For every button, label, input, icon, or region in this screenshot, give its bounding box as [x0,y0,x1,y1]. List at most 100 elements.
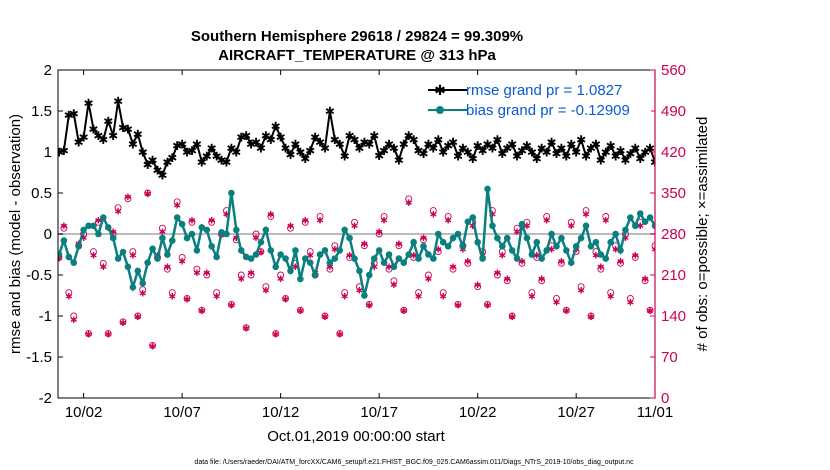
obs-possible-point [626,294,634,302]
obs-assimilated-point: ✱ [646,307,654,317]
obs-assimilated-point: ✱ [65,293,73,303]
y-tick-label-right: 0 [661,390,669,407]
bias-point [434,230,442,238]
bias-point [109,234,117,242]
bias-point [425,251,432,258]
rmse-point: ✱ [428,141,438,155]
obs-assimilated-point: ✱ [636,222,644,232]
obs-possible-point [114,204,122,212]
obs-assimilated-point: ✱ [375,228,383,238]
obs-possible-point [277,271,285,279]
rmse-point: ✱ [606,139,616,153]
bias-point [528,251,536,258]
bias-point [188,230,196,238]
bias-point [124,263,132,271]
bias-point [173,214,181,221]
obs-assimilated-point: ✱ [533,252,541,262]
bias-point [247,255,255,262]
bias-point [627,214,634,221]
obs-assimilated-point: ✱ [641,275,649,285]
bias-point [139,279,147,287]
bias-point [499,243,506,250]
rmse-point: ✱ [409,133,419,147]
bias-point [311,271,319,279]
obs-assimilated-point: ✱ [503,275,511,285]
obs-assimilated-point: ✱ [434,246,442,256]
rmse-point: ✱ [502,141,512,155]
rmse-point: ✱ [217,154,227,168]
obs-possible-point [657,202,663,208]
obs-possible-point [464,259,472,267]
y-tick-label-left: -1.5 [26,349,52,366]
obs-assimilated-point: ✱ [444,216,452,226]
bias-point [474,238,481,246]
obs-assimilated-point: ✱ [267,211,275,221]
obs-assimilated-point: ✱ [513,228,521,238]
obs-assimilated-point: ✱ [351,222,359,232]
y-axis-label-right: # of obs: o=possible; ×=assimilated [694,117,711,352]
bias-point [183,234,191,242]
rmse-point: ✱ [542,146,552,160]
obs-assimilated-point: ✱ [607,293,615,303]
obs-possible-point [672,295,678,301]
bias-point [70,259,78,267]
rmse-point: ✱ [566,137,576,151]
obs-possible-point [562,306,570,314]
obs-assimilated-point: ✱ [410,252,418,262]
rmse-point: ✱ [522,139,532,153]
obs-assimilated-point: ✱ [257,249,265,259]
obs-possible-point [567,218,575,226]
bias-point [370,255,378,262]
rmse-point: ✱ [212,150,222,164]
obs-assimilated-point: ✱ [85,331,93,341]
rmse-point: ✱ [586,141,596,155]
obs-assimilated-point: ✱ [587,313,595,323]
bias-point [607,238,614,246]
obs-assimilated-point: ✱ [331,246,339,256]
obs-possible-point [158,224,166,232]
bias-point [100,214,107,221]
rmse-point: ✱ [246,137,256,151]
obs-assimilated-point: ✱ [247,269,255,279]
obs-assimilated-point: ✱ [356,287,364,297]
obs-possible-point [139,286,147,294]
bias-point [523,234,531,242]
obs-assimilated-point: ✱ [213,293,221,303]
bias-point [346,234,353,242]
y-tick-label-left: -0.5 [26,267,52,284]
obs-assimilated-point: ✱ [129,252,137,262]
obs-assimilated-point: ✱ [297,307,305,317]
obs-possible-point [247,271,255,279]
obs-possible-point [503,277,511,285]
rmse-point: ✱ [384,137,394,151]
bias-point [316,251,324,258]
obs-assimilated-point: ✱ [346,252,354,262]
obs-possible-point [262,283,270,291]
obs-possible-point [449,265,457,273]
bias-point [366,271,373,279]
obs-possible-point [296,306,304,314]
bias-point [631,222,639,230]
rmse-point: ✱ [537,141,547,155]
obs-possible-point [631,253,639,261]
obs-assimilated-point: ✱ [528,293,536,303]
obs-assimilated-point: ✱ [114,208,122,218]
bias-point [454,230,462,238]
y-tick-label-left: -2 [39,390,52,407]
x-tick-label: 10/17 [360,404,398,421]
obs-possible-point [272,330,280,338]
obs-assimilated-point: ✱ [223,211,231,221]
bias-point [558,234,565,242]
rmse-point: ✱ [236,131,246,145]
rmse-point: ✱ [138,146,148,160]
y-tick-label-left: -1 [39,308,52,325]
chart-title-line2: AIRCRAFT_TEMPERATURE @ 313 hPa [218,47,496,64]
rmse-point: ✱ [438,146,448,160]
obs-assimilated-point: ✱ [464,257,472,267]
bias-point [553,243,560,250]
obs-possible-point [183,294,191,302]
obs-assimilated-point: ✱ [459,246,467,256]
obs-assimilated-point: ✱ [553,298,561,308]
obs-assimilated-point: ✱ [100,263,108,273]
rmse-point: ✱ [157,168,167,182]
